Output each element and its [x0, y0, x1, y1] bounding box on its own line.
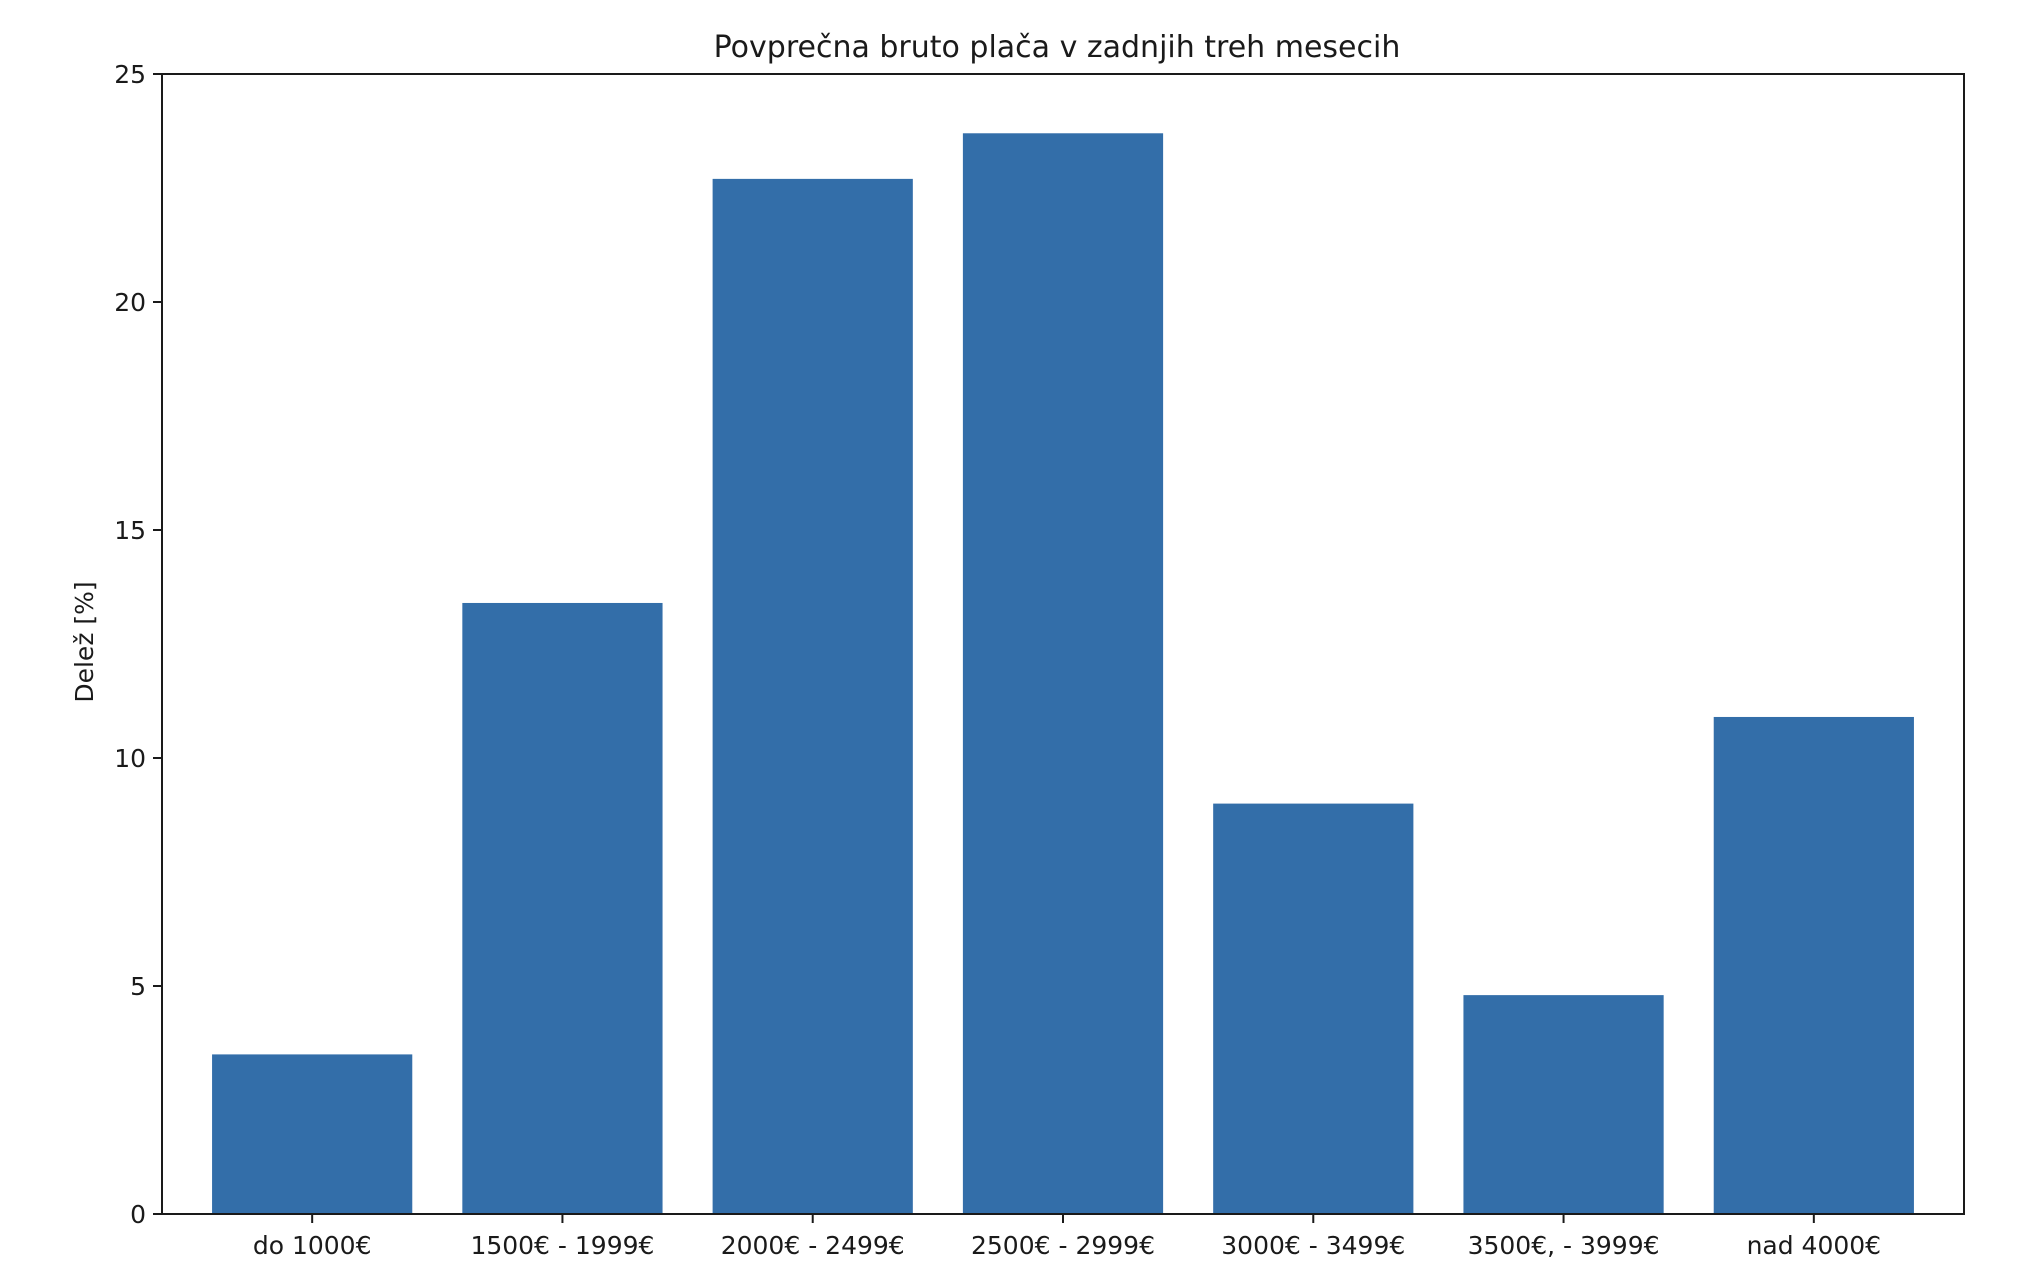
y-tick-label-0: 0: [130, 1200, 146, 1229]
bar-3: [962, 133, 1164, 1214]
y-tick-label-5: 25: [114, 60, 146, 89]
x-tick-label-1: 1500€ - 1999€: [470, 1231, 654, 1260]
x-tick-label-4: 3000€ - 3499€: [1221, 1231, 1405, 1260]
plot-frame: [161, 73, 1965, 1215]
y-tick-label-2: 10: [114, 744, 146, 773]
y-axis-ticks: 0 5 10 15 20 25: [114, 60, 162, 1229]
bar-4: [1213, 803, 1414, 1214]
bar-2: [712, 178, 913, 1214]
bar-6: [1713, 716, 1914, 1214]
x-tick-label-5: 3500€, - 3999€: [1468, 1231, 1660, 1260]
x-tick-label-3: 2500€ - 2999€: [971, 1231, 1155, 1260]
chart-title: Povprečna bruto plača v zadnjih treh mes…: [714, 30, 1401, 65]
x-axis-ticks: do 1000€ 1500€ - 1999€ 2000€ - 2499€ 2500€ …: [253, 1214, 1881, 1260]
bar-1: [462, 602, 663, 1214]
y-tick-label-3: 15: [114, 516, 146, 545]
y-axis-label: Delež [%]: [70, 581, 99, 702]
x-tick-label-2: 2000€ - 2499€: [721, 1231, 905, 1260]
y-tick-label-1: 5: [130, 972, 146, 1001]
x-tick-label-0: do 1000€: [253, 1231, 372, 1260]
y-tick-label-4: 20: [114, 288, 146, 317]
x-tick-label-6: nad 4000€: [1747, 1231, 1882, 1260]
bar-0: [212, 1054, 413, 1214]
bars-group: [212, 133, 1914, 1214]
bar-5: [1463, 995, 1664, 1214]
